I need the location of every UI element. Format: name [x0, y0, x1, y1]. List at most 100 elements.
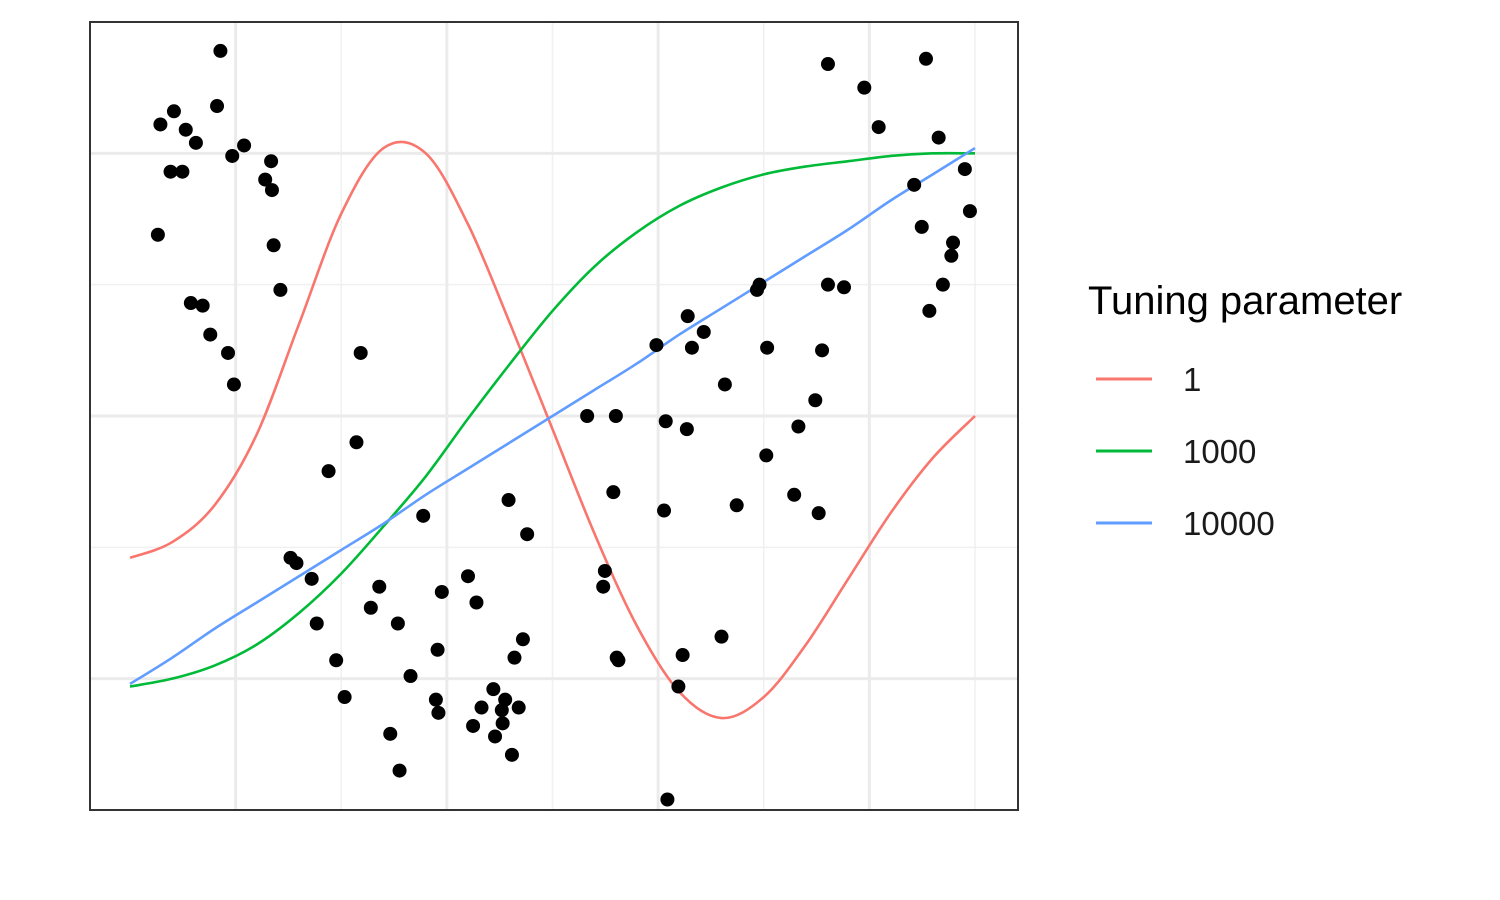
data-point	[153, 117, 168, 132]
data-point	[363, 600, 378, 615]
data-point	[486, 682, 501, 697]
data-point	[752, 277, 767, 292]
fit-lines	[129, 140, 976, 720]
legend-label-10000: 10000	[1183, 505, 1275, 542]
legend: Tuning parameter 1 1000 10000	[1088, 279, 1402, 542]
data-point	[606, 485, 621, 500]
data-point	[474, 700, 489, 715]
data-point	[717, 377, 732, 392]
data-point	[304, 571, 319, 586]
data-point	[178, 122, 193, 137]
data-point	[321, 464, 336, 479]
data-point	[907, 177, 922, 192]
data-point	[273, 282, 288, 297]
series-line-1000	[129, 151, 976, 688]
data-point	[188, 135, 203, 150]
data-point	[808, 393, 823, 408]
data-point	[684, 340, 699, 355]
data-point	[962, 204, 977, 219]
data-point	[494, 703, 509, 718]
data-point	[611, 653, 626, 668]
data-point	[372, 579, 387, 594]
legend-label-1000: 1000	[1183, 433, 1256, 470]
data-point	[729, 498, 744, 513]
data-point	[390, 616, 405, 631]
data-point	[922, 303, 937, 318]
legend-items: 1 1000 10000	[1096, 361, 1275, 542]
data-point	[501, 493, 516, 508]
data-point	[349, 435, 364, 450]
data-point	[857, 80, 872, 95]
data-point	[787, 487, 802, 502]
data-point	[337, 690, 352, 705]
series-line-10000	[129, 146, 976, 686]
data-point	[815, 343, 830, 358]
data-point	[461, 569, 475, 584]
data-point	[931, 130, 946, 145]
data-point	[175, 164, 190, 179]
data-point	[811, 506, 826, 521]
data-point	[696, 324, 711, 339]
data-point	[309, 616, 324, 631]
data-point	[675, 648, 690, 663]
data-point	[203, 327, 218, 342]
data-point	[507, 650, 522, 665]
data-point	[680, 309, 695, 324]
data-point	[237, 138, 252, 153]
data-point	[428, 692, 443, 707]
data-point	[658, 414, 673, 429]
data-point	[213, 43, 228, 58]
data-point	[504, 747, 519, 762]
series-line-1	[129, 140, 976, 720]
data-point	[657, 503, 672, 518]
data-point	[791, 419, 806, 434]
data-point	[210, 99, 225, 114]
data-point	[946, 235, 961, 250]
data-point	[871, 120, 886, 135]
data-point	[329, 653, 344, 668]
data-point	[226, 377, 241, 392]
data-point	[495, 716, 510, 731]
data-point	[520, 527, 535, 542]
data-point	[608, 409, 623, 423]
data-point	[466, 718, 481, 733]
data-point	[596, 579, 611, 594]
data-point	[580, 409, 595, 423]
data-point	[837, 280, 852, 295]
data-point	[166, 104, 181, 119]
data-point	[163, 164, 178, 179]
data-point	[264, 154, 279, 169]
legend-title: Tuning parameter	[1088, 279, 1402, 323]
plot-border	[89, 21, 1019, 811]
data-point	[488, 729, 503, 744]
data-point	[935, 277, 950, 292]
data-point	[353, 345, 368, 360]
data-point	[515, 632, 530, 647]
data-point	[914, 219, 929, 234]
data-points	[150, 43, 977, 807]
data-point	[258, 172, 273, 187]
data-point	[820, 57, 835, 72]
data-point	[392, 763, 407, 778]
data-point	[434, 584, 449, 599]
data-point	[183, 296, 198, 311]
data-point	[671, 679, 686, 694]
data-point	[150, 227, 165, 242]
data-point	[225, 148, 240, 163]
data-point	[649, 338, 664, 353]
data-point	[918, 51, 933, 66]
data-point	[264, 183, 279, 198]
data-point	[820, 277, 835, 292]
data-point	[266, 238, 281, 253]
legend-label-1: 1	[1183, 361, 1201, 398]
data-point	[383, 726, 398, 741]
data-point	[714, 629, 729, 644]
data-point	[195, 298, 210, 313]
data-point	[416, 508, 431, 523]
data-point	[469, 595, 484, 610]
data-point	[957, 162, 972, 177]
data-point	[498, 692, 513, 707]
data-point	[760, 340, 775, 355]
gridlines	[90, 22, 1018, 810]
